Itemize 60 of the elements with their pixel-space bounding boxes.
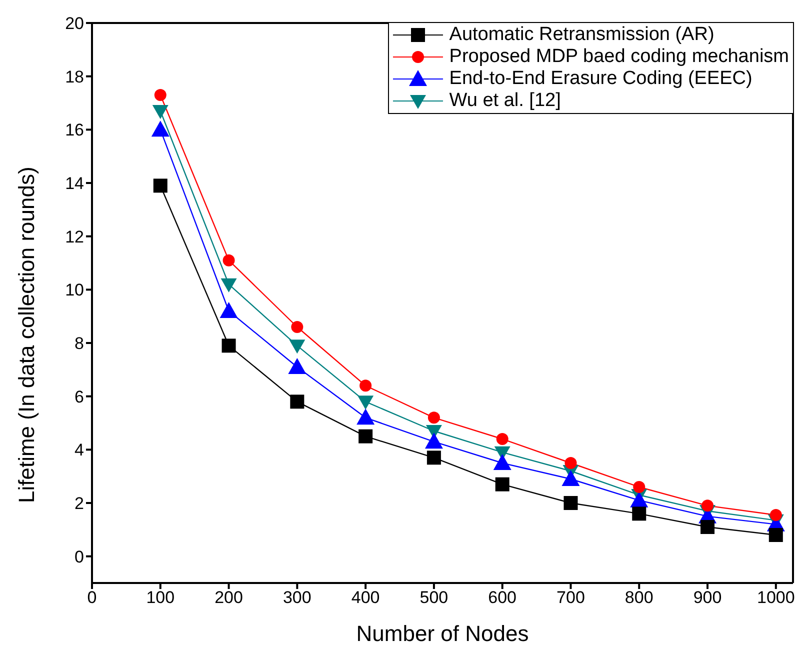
- y-tick-label: 12: [65, 227, 84, 246]
- point: [151, 120, 170, 137]
- x-tick-label: 500: [420, 588, 448, 608]
- y-tick-label: 0: [74, 547, 84, 566]
- y-tick-label: 20: [65, 14, 84, 34]
- y-tick-label: 8: [74, 334, 84, 354]
- y-tick-label: 2: [74, 494, 84, 514]
- x-tick-label: 200: [214, 588, 243, 608]
- point: [702, 500, 714, 512]
- point: [358, 396, 374, 410]
- y-tick-label: 16: [65, 120, 84, 140]
- point: [153, 178, 168, 193]
- point: [152, 105, 168, 119]
- point: [220, 278, 237, 292]
- x-tick-label: 900: [693, 588, 722, 608]
- point: [356, 408, 375, 425]
- point: [222, 254, 235, 266]
- point: [289, 340, 306, 354]
- point: [493, 454, 512, 470]
- point: [700, 520, 715, 534]
- point: [290, 394, 304, 409]
- point: [220, 302, 238, 318]
- y-tick-label: 18: [65, 67, 84, 86]
- point: [154, 89, 166, 101]
- point: [632, 506, 646, 521]
- legend-label: End-to-End Erasure Coding (EEEC): [449, 68, 752, 90]
- x-axis-title: Number of Nodes: [356, 621, 529, 646]
- point: [288, 358, 306, 374]
- x-tick-label: 700: [556, 588, 585, 608]
- point: [222, 338, 236, 353]
- point: [496, 433, 508, 445]
- point: [424, 432, 443, 449]
- x-tick-label: 600: [488, 588, 517, 608]
- y-axis-title: Lifetime (In data collection rounds): [14, 166, 39, 503]
- x-tick-label: 400: [351, 588, 380, 608]
- y-tick-label: 6: [74, 387, 84, 406]
- legend-label: Wu et al. [12]: [449, 90, 561, 112]
- point: [428, 412, 440, 424]
- y-tick-label: 14: [65, 174, 84, 194]
- x-tick-label: 300: [282, 588, 312, 608]
- y-tick-label: 10: [65, 280, 84, 300]
- x-tick-label: 0: [87, 588, 97, 608]
- point: [360, 380, 372, 392]
- x-tick-label: 800: [624, 588, 654, 608]
- point: [564, 457, 577, 469]
- x-tick-label: 1000: [756, 588, 795, 608]
- legend-label: Proposed MDP baed coding mechanism: [449, 46, 789, 68]
- point: [495, 477, 510, 492]
- legend-label: Automatic Retransmission (AR): [449, 24, 714, 46]
- point: [630, 491, 648, 508]
- point: [426, 450, 441, 465]
- point: [564, 496, 578, 510]
- y-tick-label: 4: [74, 440, 84, 460]
- point: [358, 429, 373, 444]
- point: [633, 481, 646, 493]
- x-tick-label: 100: [146, 588, 175, 608]
- point: [768, 528, 783, 542]
- point: [291, 321, 304, 333]
- point: [562, 470, 580, 486]
- point: [770, 509, 782, 521]
